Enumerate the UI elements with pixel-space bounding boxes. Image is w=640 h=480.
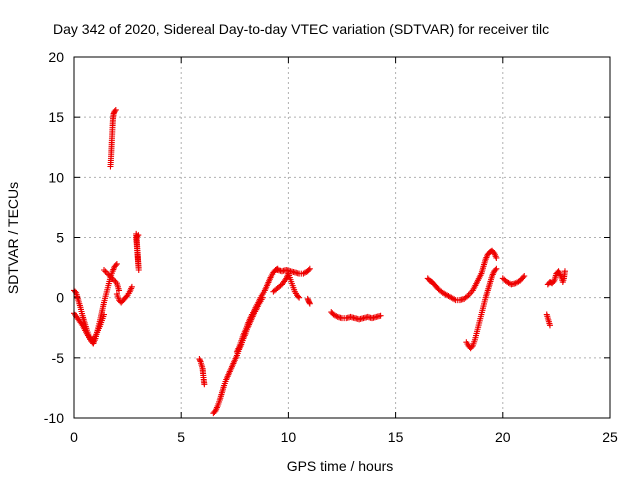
plot-frame <box>73 56 611 419</box>
data-point <box>493 265 500 272</box>
x-tick-label: 20 <box>495 429 511 445</box>
data-point <box>134 233 141 240</box>
y-tick-label: 20 <box>48 49 64 65</box>
x-tick-label: 10 <box>281 429 297 445</box>
data-points <box>71 106 568 417</box>
data-point <box>101 266 108 273</box>
y-axis-label: SDTVAR / TECUs <box>5 182 21 294</box>
y-tick-label: 0 <box>56 290 64 306</box>
data-point <box>305 266 312 273</box>
y-tick-label: 10 <box>48 169 64 185</box>
data-point <box>546 322 553 329</box>
y-tick-label: 15 <box>48 109 64 125</box>
data-point <box>101 311 108 318</box>
data-point <box>296 294 303 301</box>
data-point <box>295 293 302 300</box>
data-point <box>102 268 109 275</box>
y-tick-label: -10 <box>44 410 64 426</box>
y-tick-label: -5 <box>52 350 65 366</box>
data-point <box>333 313 340 320</box>
data-point <box>492 266 499 273</box>
tick-labels: 0 5 10 15 20 25 -10 -5 0 5 10 15 20 <box>44 49 618 445</box>
x-axis-label: GPS time / hours <box>287 458 394 474</box>
data-point <box>123 293 130 300</box>
data-point <box>116 287 123 294</box>
data-point <box>521 273 528 280</box>
data-point <box>550 279 557 286</box>
data-point <box>112 262 119 269</box>
data-point <box>561 268 568 275</box>
x-tick-label: 5 <box>177 429 185 445</box>
x-tick-label: 15 <box>388 429 404 445</box>
y-tick-label: 5 <box>56 230 64 246</box>
chart-title: Day 342 of 2020, Sidereal Day-to-day VTE… <box>53 21 549 37</box>
data-point <box>520 274 527 281</box>
data-point <box>468 344 475 351</box>
data-point <box>128 283 135 290</box>
data-point <box>111 108 118 115</box>
data-point <box>201 381 208 388</box>
data-point <box>113 260 120 267</box>
data-point <box>377 312 384 319</box>
data-point <box>135 232 142 239</box>
data-point <box>72 288 79 295</box>
data-point <box>451 296 458 303</box>
x-tick-label: 0 <box>70 429 78 445</box>
data-point <box>111 277 118 284</box>
x-tick-label: 25 <box>602 429 618 445</box>
data-point <box>306 300 313 307</box>
gridlines <box>74 57 610 418</box>
data-point <box>306 265 313 272</box>
data-point <box>464 293 471 300</box>
data-point <box>112 106 119 113</box>
data-point <box>493 254 500 261</box>
